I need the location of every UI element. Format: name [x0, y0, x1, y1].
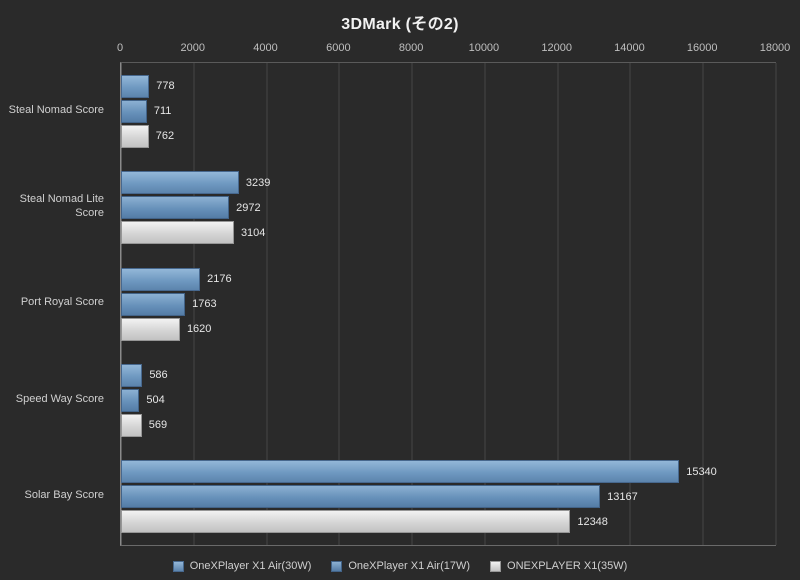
gridline	[775, 63, 777, 545]
value-label: 711	[153, 105, 172, 118]
legend-label: ONEXPLAYER X1(35W)	[507, 560, 628, 572]
x-tick-label: 18000	[759, 42, 791, 54]
legend-item: OneXPlayer X1 Air(17W)	[331, 560, 470, 572]
bar-row: 2972	[121, 196, 776, 220]
bar-row: 586	[121, 363, 776, 387]
gridline	[266, 63, 268, 545]
bar-group: 586 504 569	[121, 352, 776, 448]
value-label: 1620	[186, 323, 212, 336]
bar	[121, 196, 230, 220]
category-label: Steal Nomad Lite Score	[19, 193, 104, 219]
category-label: Steal Nomad Score	[8, 103, 104, 116]
bar	[121, 413, 142, 437]
bar-row: 12348	[121, 510, 776, 534]
category-label: Solar Bay Score	[24, 489, 104, 502]
bar-group: 3239 2972 3104	[121, 159, 776, 255]
category-label: Port Royal Score	[20, 296, 104, 309]
bar	[121, 485, 601, 509]
bar-row: 13167	[121, 485, 776, 509]
gridline	[411, 63, 413, 545]
legend: OneXPlayer X1 Air(30W) OneXPlayer X1 Air(…	[0, 560, 800, 572]
x-tick-label: 2000	[180, 42, 206, 54]
bar	[121, 221, 234, 245]
value-label: 762	[155, 130, 175, 143]
x-tick-label: 12000	[541, 42, 572, 54]
bar	[121, 124, 149, 148]
bar-group: 2176 1763 1620	[121, 256, 776, 352]
bar	[121, 292, 186, 316]
bar	[121, 99, 147, 123]
category-label: Speed Way Score	[15, 392, 104, 405]
legend-swatch	[172, 560, 184, 572]
gridline	[338, 63, 340, 545]
bar	[121, 171, 239, 195]
bar-row: 3104	[121, 221, 776, 245]
bar	[121, 74, 150, 98]
bar	[121, 510, 571, 534]
category-axis: Steal Nomad Score Steal Nomad Lite Score P…	[0, 62, 112, 544]
x-tick-label: 8000	[398, 42, 424, 54]
value-label: 1763	[192, 298, 217, 311]
x-tick-label: 4000	[253, 42, 278, 54]
gridline	[702, 63, 704, 545]
bar-row: 569	[121, 413, 776, 437]
legend-item: ONEXPLAYER X1(35W)	[490, 560, 627, 572]
value-label: 3239	[245, 176, 271, 189]
chart-title: 3DMark (その2)	[341, 16, 459, 33]
value-label: 12348	[577, 515, 608, 528]
x-axis-ticks: 0 2000 4000 6000 8000 10000 12000 14000 16000 180…	[116, 42, 790, 56]
x-tick-label: 14000	[614, 42, 645, 54]
plot-area: 778 711 762 3239 2972 3104 2176 1763 1620 586 504 5…	[120, 62, 777, 546]
bar	[121, 317, 180, 341]
bar-groups: 778 711 762 3239 2972 3104 2176 1763 1620 586 504 5…	[121, 63, 776, 545]
bar-group: 778 711 762	[121, 63, 776, 159]
x-tick-label: 10000	[468, 42, 500, 54]
legend-label: OneXPlayer X1 Air(30W)	[189, 560, 312, 572]
legend-item: OneXPlayer X1 Air(30W)	[172, 560, 312, 572]
legend-swatch	[490, 560, 502, 572]
x-tick-label: 0	[116, 42, 124, 54]
bar	[121, 363, 143, 387]
bar	[121, 388, 140, 412]
legend-label: OneXPlayer X1 Air(17W)	[348, 560, 471, 572]
value-label: 13167	[607, 490, 638, 503]
gridline	[629, 63, 631, 545]
value-label: 504	[146, 394, 165, 407]
x-tick-label: 16000	[686, 42, 718, 54]
value-label: 778	[156, 80, 175, 93]
legend-swatch	[331, 560, 343, 572]
bar	[121, 460, 680, 484]
gridline	[484, 63, 486, 545]
bar-row: 778	[121, 74, 776, 98]
value-label: 2972	[236, 201, 261, 214]
bar-row: 711	[121, 99, 776, 123]
bar-row: 2176	[121, 267, 776, 291]
bar-row: 1763	[121, 292, 776, 316]
bar	[121, 267, 201, 291]
bar-row: 762	[121, 124, 776, 148]
bar-row: 1620	[121, 317, 776, 341]
value-label: 3104	[240, 226, 266, 239]
x-tick-label: 6000	[326, 42, 351, 54]
bar-group: 15340 13167 12348	[121, 449, 776, 545]
value-label: 586	[149, 369, 168, 382]
gridline	[193, 63, 195, 545]
gridline	[557, 63, 559, 545]
bar-row: 3239	[121, 171, 776, 195]
value-label: 15340	[686, 465, 717, 478]
bar-row: 15340	[121, 460, 776, 484]
bar-row: 504	[121, 388, 776, 412]
value-label: 569	[148, 419, 168, 432]
value-label: 2176	[207, 273, 232, 286]
